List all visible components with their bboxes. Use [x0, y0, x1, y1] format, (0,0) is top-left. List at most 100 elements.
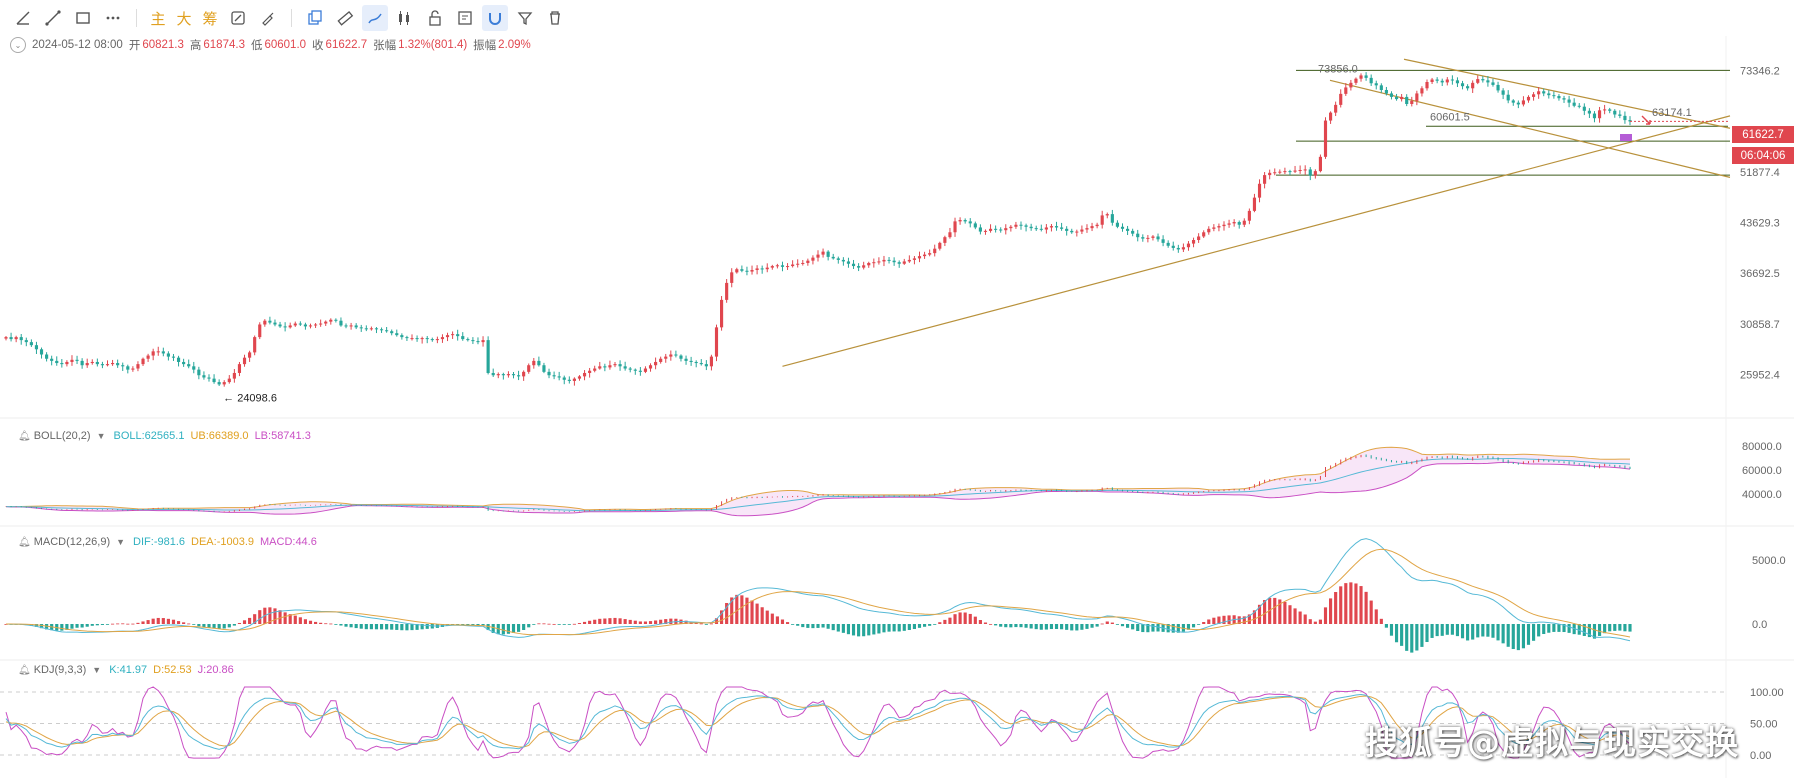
note-edit-icon[interactable]	[452, 5, 478, 31]
macd-bar	[278, 610, 282, 624]
candle-body	[415, 338, 419, 340]
candle-body	[440, 337, 445, 340]
lock-icon[interactable]	[422, 5, 448, 31]
boll-axis-label: 60000.0	[1742, 465, 1782, 477]
candle-body	[1293, 170, 1297, 172]
macd-bar	[958, 612, 962, 624]
candle-body	[902, 261, 906, 264]
macd-bar	[1420, 624, 1424, 647]
caret-down-icon[interactable]: ▼	[92, 665, 102, 675]
candle-body	[1572, 102, 1576, 106]
candle-body	[1323, 120, 1328, 157]
candle-body	[867, 262, 871, 266]
calc-tool-icon[interactable]	[225, 5, 251, 31]
candle-body	[841, 259, 845, 262]
big-order-tool[interactable]: 大	[176, 9, 192, 28]
bell-icon[interactable]: 🔔︎	[18, 430, 31, 442]
candle-body	[1176, 247, 1180, 250]
ray-line-icon[interactable]	[10, 5, 36, 31]
draw-pen-icon[interactable]	[362, 5, 388, 31]
macd-bar	[410, 624, 414, 631]
candle-body	[1181, 247, 1185, 250]
macd-bar	[308, 620, 313, 624]
low-value: 60601.0	[264, 39, 307, 51]
rectangle-icon[interactable]	[70, 5, 96, 31]
macd-bar	[816, 624, 820, 628]
trash-icon[interactable]	[542, 5, 568, 31]
macd-bar	[1491, 624, 1495, 638]
macd-bar	[826, 624, 830, 629]
main-chart-tool[interactable]: 主	[150, 9, 166, 28]
candle-body	[111, 363, 115, 365]
macd-bar	[1166, 624, 1170, 633]
candle-body	[862, 265, 866, 268]
copy-icon[interactable]	[302, 5, 328, 31]
macd-bar	[171, 619, 176, 624]
macd-bar	[202, 624, 206, 628]
candle-body	[618, 364, 622, 367]
macd-bar	[1085, 624, 1089, 629]
macd-bar	[1592, 624, 1597, 639]
more-dots-icon[interactable]	[100, 5, 126, 31]
bell-icon[interactable]: 🔔︎	[18, 664, 31, 676]
macd-bar	[303, 619, 307, 624]
candle-body	[654, 361, 658, 366]
macd-bar	[1471, 624, 1475, 640]
caret-down-icon[interactable]: ▼	[116, 537, 126, 547]
brush-tool-icon[interactable]	[255, 5, 281, 31]
candle-body	[760, 268, 764, 270]
candle-body	[39, 349, 44, 355]
macd-bar	[1562, 624, 1566, 633]
candle-body	[50, 358, 54, 361]
candle-body	[461, 336, 465, 340]
candle-body	[912, 258, 916, 260]
candle-body	[451, 334, 455, 336]
macd-bar	[999, 624, 1003, 627]
magnet-icon[interactable]	[482, 5, 508, 31]
macd-bar	[582, 621, 587, 624]
candle-body	[689, 360, 693, 362]
macd-bar	[968, 613, 972, 624]
macd-bar	[1613, 624, 1617, 631]
bell-icon[interactable]: 🔔︎	[18, 536, 31, 548]
macd-bar	[192, 624, 196, 625]
macd-bar	[1425, 624, 1429, 642]
candle-body	[1562, 98, 1566, 100]
ruler-icon[interactable]	[332, 5, 358, 31]
candle-body	[1460, 83, 1465, 87]
candle-body	[877, 261, 881, 263]
candle-body	[1075, 231, 1079, 233]
macd-bar	[1344, 583, 1348, 624]
macd-bar	[369, 624, 373, 630]
candle-body	[1567, 99, 1571, 103]
macd-bar	[1191, 624, 1196, 628]
macd-dif: DIF:-981.6	[133, 536, 186, 548]
collapse-icon[interactable]: ⌄	[10, 37, 26, 53]
macd-bar	[405, 624, 409, 631]
macd-bar	[1628, 624, 1632, 632]
trend-line-icon[interactable]	[40, 5, 66, 31]
macd-bar	[1283, 601, 1287, 624]
candle-body	[1070, 230, 1074, 233]
macd-bar	[983, 622, 988, 624]
candle-body	[1283, 171, 1287, 173]
chip-dist-tool[interactable]: 筹	[202, 9, 218, 28]
filter-icon[interactable]	[512, 5, 538, 31]
candle-body	[846, 261, 851, 264]
caret-down-icon[interactable]: ▼	[96, 431, 106, 441]
macd-bar	[613, 617, 617, 624]
candle-body	[1232, 222, 1236, 224]
candle-body	[379, 329, 384, 331]
candle-body	[1308, 169, 1312, 176]
candle-body	[506, 374, 510, 376]
candle-body	[29, 342, 33, 346]
candle-body	[161, 351, 165, 354]
candle-body	[374, 328, 379, 330]
candle-body	[324, 321, 328, 324]
candle-body	[1313, 171, 1317, 176]
candle-body	[806, 260, 810, 263]
candle-body	[1257, 183, 1262, 198]
candle-bars-icon[interactable]	[392, 5, 418, 31]
macd-bar	[1054, 624, 1059, 630]
